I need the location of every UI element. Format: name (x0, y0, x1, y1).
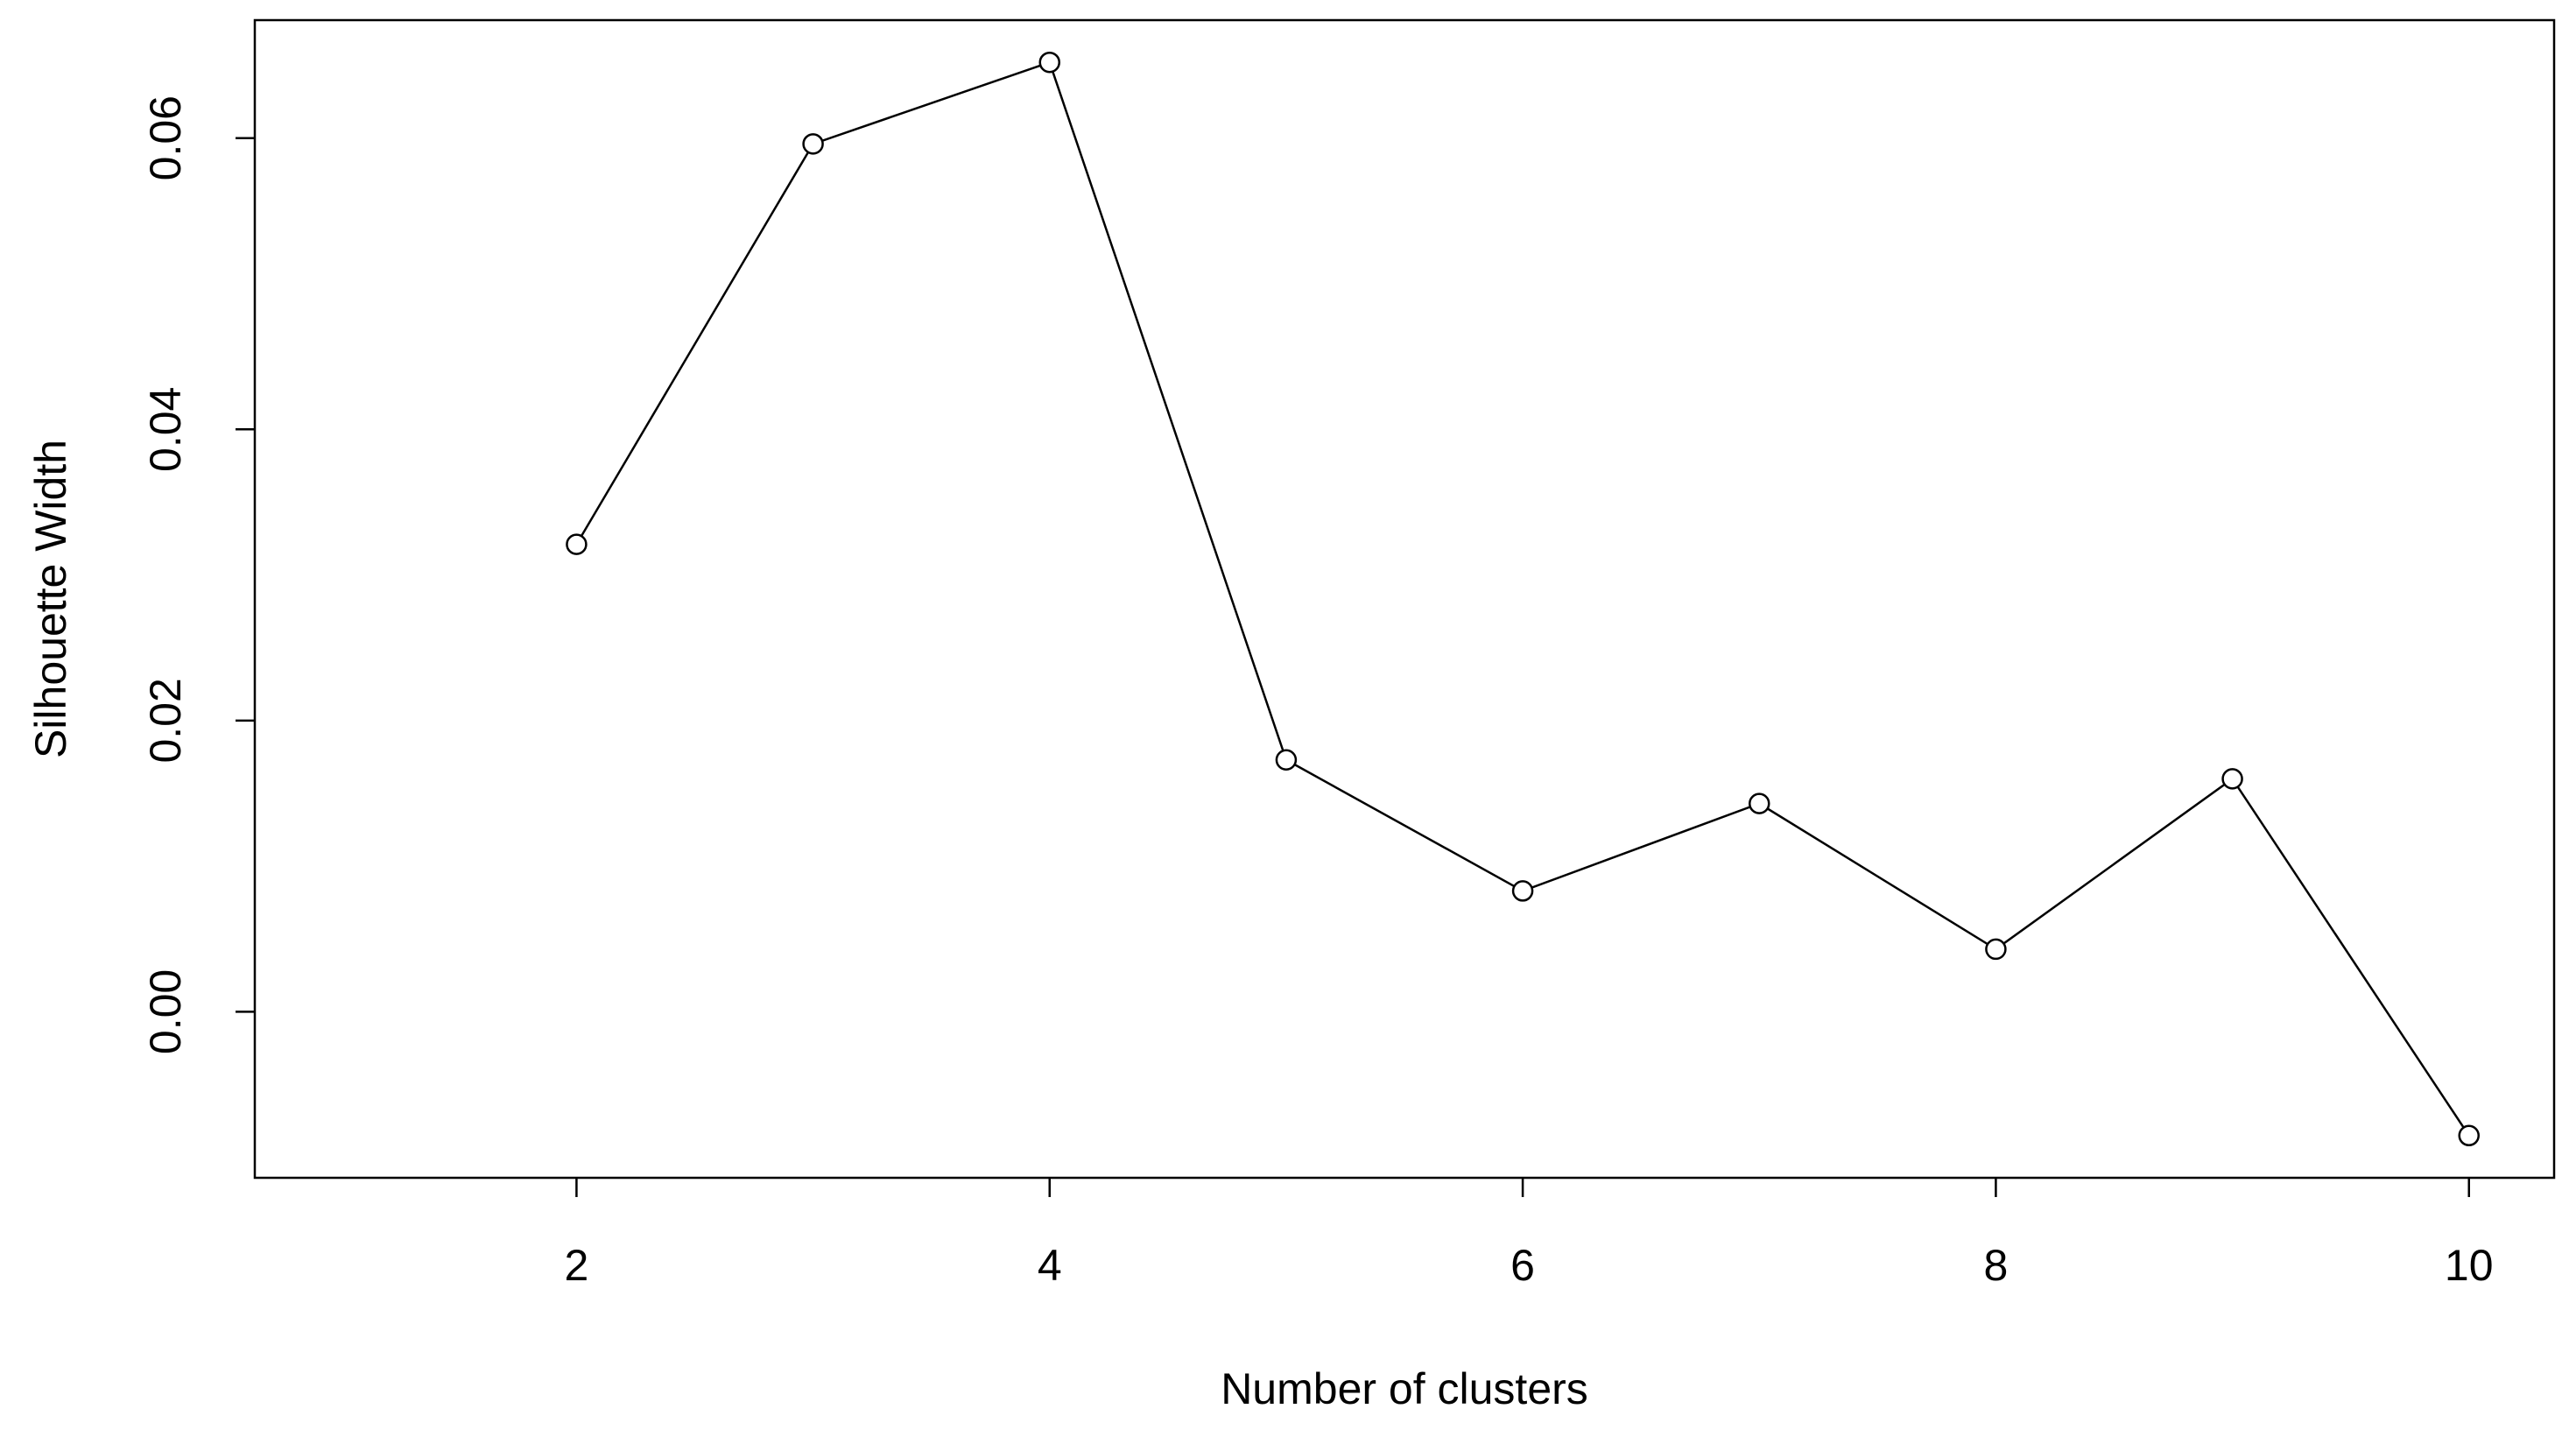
point (1275, 749, 1298, 771)
point (1748, 792, 1770, 814)
y-tick-label: 0.06 (141, 95, 190, 180)
y-axis-label: Silhouette Width (26, 440, 75, 758)
point (1038, 51, 1061, 74)
x-tick-label: 10 (2445, 1241, 2494, 1290)
y-tick-label: 0.04 (141, 387, 190, 472)
y-tick-label: 0.02 (141, 678, 190, 763)
x-tick-label: 8 (1984, 1241, 2009, 1290)
point (1511, 880, 1534, 902)
line (575, 60, 2470, 1137)
y-tick-label: 0.00 (141, 969, 190, 1054)
x-tick-label: 2 (565, 1241, 589, 1290)
x-axis-label: Number of clusters (1221, 1364, 1588, 1413)
x-tick-label: 6 (1510, 1241, 1535, 1290)
point (1985, 938, 2007, 961)
x-tick-label: 4 (1038, 1241, 1062, 1290)
point (2458, 1124, 2480, 1147)
point (566, 533, 588, 555)
point (802, 133, 824, 155)
plot-frame (253, 18, 2556, 1180)
point (2221, 768, 2243, 790)
